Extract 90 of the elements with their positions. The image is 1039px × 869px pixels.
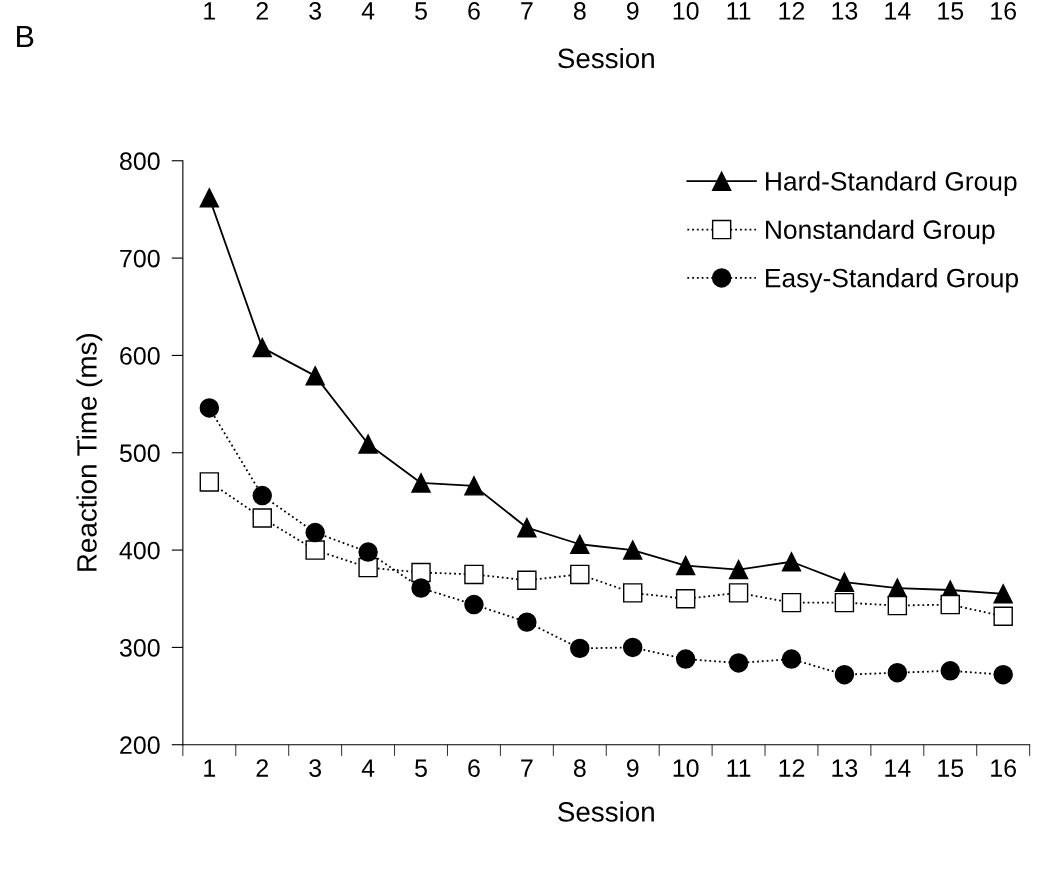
point xyxy=(305,366,325,386)
x-tick-label: 9 xyxy=(626,759,639,777)
text: 9 xyxy=(626,2,639,20)
point xyxy=(252,508,272,528)
point xyxy=(728,653,749,673)
legend-label: Nonstandard Group xyxy=(766,219,995,245)
point xyxy=(199,398,220,418)
text: 4 xyxy=(361,2,375,20)
text: 2 xyxy=(256,2,268,20)
point xyxy=(199,472,220,492)
point xyxy=(993,606,1013,626)
point xyxy=(464,564,484,585)
point xyxy=(887,595,908,616)
x-tick-label: 3 xyxy=(309,759,322,777)
text: B xyxy=(17,25,34,48)
x-tick-label: 15 xyxy=(938,759,964,777)
text: 6 xyxy=(468,2,480,20)
x-tick-label: 5 xyxy=(415,759,427,777)
point xyxy=(834,664,855,685)
point xyxy=(252,485,272,506)
y-tick-label: 400 xyxy=(119,541,160,560)
text: 12 xyxy=(779,2,805,20)
point xyxy=(358,434,378,454)
text: 3 xyxy=(309,2,322,20)
point xyxy=(728,583,749,603)
point xyxy=(358,542,378,562)
point xyxy=(570,534,590,554)
point xyxy=(517,517,537,538)
x-tick-label: 8 xyxy=(573,759,586,777)
text: 13 xyxy=(832,2,858,20)
point xyxy=(199,188,220,208)
point xyxy=(675,589,696,609)
point xyxy=(622,637,643,658)
text: 7 xyxy=(521,2,533,20)
point xyxy=(622,583,643,603)
x-tick-label: 7 xyxy=(521,759,533,777)
point xyxy=(517,570,537,590)
point xyxy=(781,552,802,572)
point xyxy=(940,594,960,615)
point xyxy=(993,584,1013,604)
x-tick-label: 12 xyxy=(779,759,805,777)
x-tick-label: 16 xyxy=(991,759,1016,777)
point xyxy=(570,638,590,659)
x-tick-label: 2 xyxy=(256,759,268,777)
x-tick-label: 4 xyxy=(361,759,375,777)
x-tick-label: 6 xyxy=(468,759,480,777)
point xyxy=(940,661,960,681)
point xyxy=(305,522,325,543)
point xyxy=(728,559,749,580)
y-tick-label: 200 xyxy=(120,736,160,755)
x-tick-label: 11 xyxy=(727,759,751,777)
x-axis-title: Session xyxy=(558,801,654,822)
point xyxy=(411,473,431,493)
y-tick-label: 600 xyxy=(120,347,160,365)
legend-label: Easy-Standard Group xyxy=(766,268,1018,293)
point xyxy=(411,578,431,598)
point xyxy=(305,540,325,560)
y-tick-label: 700 xyxy=(120,249,160,268)
point xyxy=(834,592,855,613)
point xyxy=(517,612,537,632)
legend-label: Hard-Standard Group xyxy=(766,171,1017,196)
point xyxy=(781,592,802,613)
y-tick-label: 500 xyxy=(119,444,160,463)
y-tick-label: 300 xyxy=(119,639,160,657)
point xyxy=(834,572,855,592)
point xyxy=(622,540,643,560)
text: 10 xyxy=(673,2,699,20)
x-tick-label: 1 xyxy=(204,759,216,777)
text: 1 xyxy=(204,2,216,20)
y-tick-label: 800 xyxy=(120,152,160,171)
text: 16 xyxy=(991,2,1016,20)
point xyxy=(675,555,696,576)
point xyxy=(993,664,1013,685)
point xyxy=(781,649,802,669)
text: 14 xyxy=(885,2,911,20)
point xyxy=(464,476,484,496)
point xyxy=(252,337,272,358)
point xyxy=(887,662,908,683)
y-axis-title: Reaction Time (ms) xyxy=(76,334,103,571)
text: 15 xyxy=(938,2,964,20)
text: 5 xyxy=(415,2,427,20)
x-tick-label: 13 xyxy=(832,759,858,777)
point xyxy=(675,649,696,669)
point xyxy=(464,594,484,615)
text: 8 xyxy=(573,2,586,20)
text: 11 xyxy=(727,2,751,20)
text: Session xyxy=(558,47,654,69)
point xyxy=(570,564,590,585)
x-tick-label: 14 xyxy=(885,759,911,777)
x-tick-label: 10 xyxy=(673,759,699,777)
